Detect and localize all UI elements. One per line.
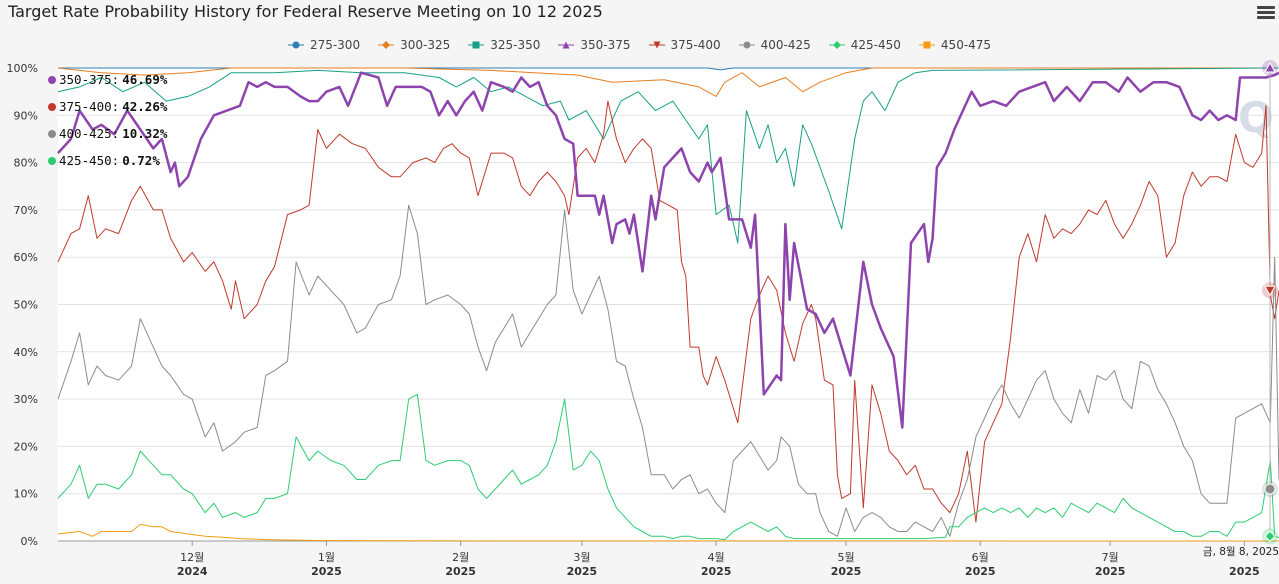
series-line-325-350 bbox=[57, 67, 1279, 244]
y-tick-label: 30% bbox=[14, 393, 38, 406]
legend-item-450-475[interactable]: 450-475 bbox=[918, 38, 992, 52]
x-tick-year: 2024 bbox=[177, 565, 208, 578]
y-tick-label: 0% bbox=[21, 535, 38, 548]
x-tick-year: 2025 bbox=[1095, 565, 1126, 578]
legend-item-350-375[interactable]: 350-375 bbox=[558, 38, 631, 52]
series-line-450-475 bbox=[57, 523, 1279, 542]
page-title: Target Rate Probability History for Fede… bbox=[8, 2, 603, 21]
chart-legend: 275-300 300-325 325-350 350-375 375-400 400-4… bbox=[0, 38, 1279, 52]
legend-marker-icon bbox=[738, 41, 755, 49]
series-line-425-450 bbox=[57, 393, 1279, 541]
legend-item-325-350[interactable]: 325-350 bbox=[468, 38, 540, 52]
legend-marker-icon bbox=[648, 41, 665, 49]
legend-item-425-450[interactable]: 425-450 bbox=[828, 38, 901, 52]
y-tick-label: 40% bbox=[14, 346, 38, 359]
tooltip-row: 400-425: 10.32% bbox=[48, 120, 167, 147]
end-marker-425-450 bbox=[1264, 530, 1276, 542]
tooltip-dot-icon bbox=[48, 75, 56, 84]
tooltip-row: 375-400: 42.26% bbox=[48, 93, 167, 120]
legend-item-375-400[interactable]: 375-400 bbox=[648, 38, 721, 52]
tooltip-label: 350-375: bbox=[59, 72, 120, 87]
tooltip-label: 400-425: bbox=[59, 126, 120, 141]
x-tick-month: 3월 bbox=[573, 551, 590, 564]
x-tick-year: 2025 bbox=[701, 565, 732, 578]
end-marker-350-375 bbox=[1264, 61, 1276, 73]
crosshair-date-label: 금, 8월 8, 2025 bbox=[1202, 546, 1279, 558]
series-line-375-400 bbox=[57, 100, 1279, 523]
x-tick-month: 2월 bbox=[452, 551, 469, 564]
y-tick-label: 90% bbox=[14, 109, 38, 122]
x-tick-year: 2025 bbox=[445, 565, 476, 578]
legend-label: 400-425 bbox=[760, 38, 811, 52]
legend-marker-icon bbox=[558, 41, 575, 49]
y-tick-label: 20% bbox=[14, 440, 38, 453]
y-tick-label: 50% bbox=[14, 299, 38, 312]
legend-label: 425-450 bbox=[850, 38, 901, 52]
tooltip-value: 46.69% bbox=[122, 72, 168, 87]
y-tick-label: 10% bbox=[14, 488, 38, 501]
tooltip-value: 10.32% bbox=[122, 126, 168, 141]
x-tick-year: 2025 bbox=[567, 565, 598, 578]
tooltip-value: 42.26% bbox=[122, 99, 168, 114]
legend-label: 300-325 bbox=[400, 38, 451, 52]
tooltip-dot-icon bbox=[48, 129, 56, 138]
legend-label: 450-475 bbox=[940, 38, 992, 52]
legend-item-300-325[interactable]: 300-325 bbox=[378, 38, 450, 52]
x-tick-month: 5월 bbox=[837, 551, 854, 564]
legend-label: 325-350 bbox=[490, 38, 541, 52]
tooltip-value: 0.72% bbox=[122, 153, 160, 168]
x-tick-month: 7월 bbox=[1102, 551, 1119, 564]
x-tick-month: 6월 bbox=[972, 551, 989, 564]
legend-marker-icon bbox=[918, 41, 935, 49]
y-tick-label: 100% bbox=[7, 62, 38, 75]
legend-label: 350-375 bbox=[580, 38, 631, 52]
legend-marker-icon bbox=[828, 41, 845, 49]
x-tick-year: 2025 bbox=[831, 565, 862, 578]
y-tick-label: 80% bbox=[14, 157, 38, 170]
x-tick-year: 2025 bbox=[1229, 565, 1260, 578]
legend-label: 275-300 bbox=[309, 38, 361, 52]
hover-tooltip: 350-375: 46.69% 375-400: 42.26% 400-425: 10.3… bbox=[48, 66, 167, 174]
x-tick-month: 12월 bbox=[180, 551, 204, 564]
legend-marker-icon bbox=[287, 41, 304, 49]
legend-item-275-300[interactable]: 275-300 bbox=[287, 38, 361, 52]
legend-marker-icon bbox=[378, 41, 395, 49]
x-tick-month: 1월 bbox=[318, 551, 335, 564]
watermark-logo: Q bbox=[1238, 93, 1274, 142]
tooltip-row: 350-375: 46.69% bbox=[48, 66, 167, 93]
end-marker-375-400 bbox=[1264, 285, 1276, 297]
legend-label: 375-400 bbox=[670, 38, 721, 52]
tooltip-label: 425-450: bbox=[59, 153, 120, 168]
tooltip-dot-icon bbox=[48, 102, 56, 111]
tooltip-label: 375-400: bbox=[59, 99, 120, 114]
x-tick-year: 2025 bbox=[311, 565, 342, 578]
x-tick-month: 4월 bbox=[708, 551, 725, 564]
x-tick-year: 2025 bbox=[965, 565, 996, 578]
series-line-350-375 bbox=[57, 71, 1279, 429]
series-line-400-425 bbox=[57, 204, 1279, 537]
y-tick-label: 60% bbox=[14, 251, 38, 264]
legend-item-400-425[interactable]: 400-425 bbox=[738, 38, 811, 52]
hamburger-menu-icon[interactable] bbox=[1257, 4, 1275, 22]
y-tick-label: 70% bbox=[14, 204, 38, 217]
tooltip-dot-icon bbox=[48, 156, 56, 165]
tooltip-row: 425-450: 0.72% bbox=[48, 147, 167, 174]
legend-marker-icon bbox=[468, 41, 485, 49]
series-line-300-325 bbox=[57, 67, 1279, 97]
end-marker-400-425 bbox=[1264, 483, 1276, 495]
